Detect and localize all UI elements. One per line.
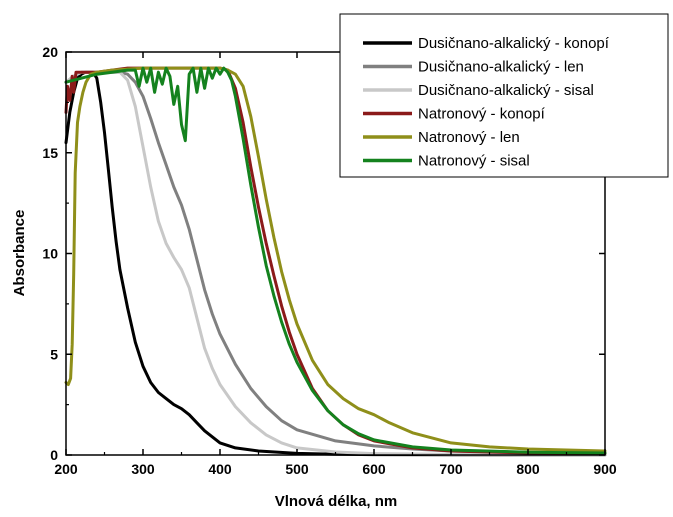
- legend-label-5: Natronový - len: [418, 129, 520, 146]
- series-line-6: [64, 66, 607, 455]
- legend-box: [339, 13, 669, 178]
- y-tick-label: 20: [42, 44, 58, 60]
- x-tick-label: 500: [285, 461, 309, 477]
- y-tick-label: 10: [42, 246, 58, 262]
- x-tick-label: 600: [362, 461, 386, 477]
- legend-label-1: Dusičnano-alkalický - konopí: [418, 35, 610, 52]
- x-tick-label: 200: [54, 461, 78, 477]
- y-tick-label: 5: [50, 346, 58, 362]
- y-axis-title: Absorbance: [11, 210, 28, 297]
- x-tick-label: 900: [593, 461, 617, 477]
- x-axis-title: Vlnová délka, nm: [275, 493, 398, 510]
- x-tick-label: 300: [131, 461, 155, 477]
- legend-label-4: Natronový - konopí: [418, 106, 546, 123]
- legend-label-3: Dusičnano-alkalický - sisal: [418, 82, 594, 99]
- legend-label-2: Dusičnano-alkalický - len: [418, 59, 584, 76]
- y-tick-label: 15: [42, 145, 58, 161]
- x-tick-label: 800: [516, 461, 540, 477]
- legend: Dusičnano-alkalický - konopí Dusičnano-al…: [339, 13, 669, 178]
- x-tick-label: 400: [208, 461, 232, 477]
- x-tick-label: 700: [439, 461, 463, 477]
- series-layer: [64, 66, 607, 457]
- series-line-5: [64, 66, 607, 453]
- y-tick-label: 0: [50, 447, 58, 463]
- ticks-layer: 200 300 400 500 600 700 800 900 0 5 10 15 20: [42, 44, 616, 477]
- legend-label-6: Natronový - sisal: [418, 153, 530, 170]
